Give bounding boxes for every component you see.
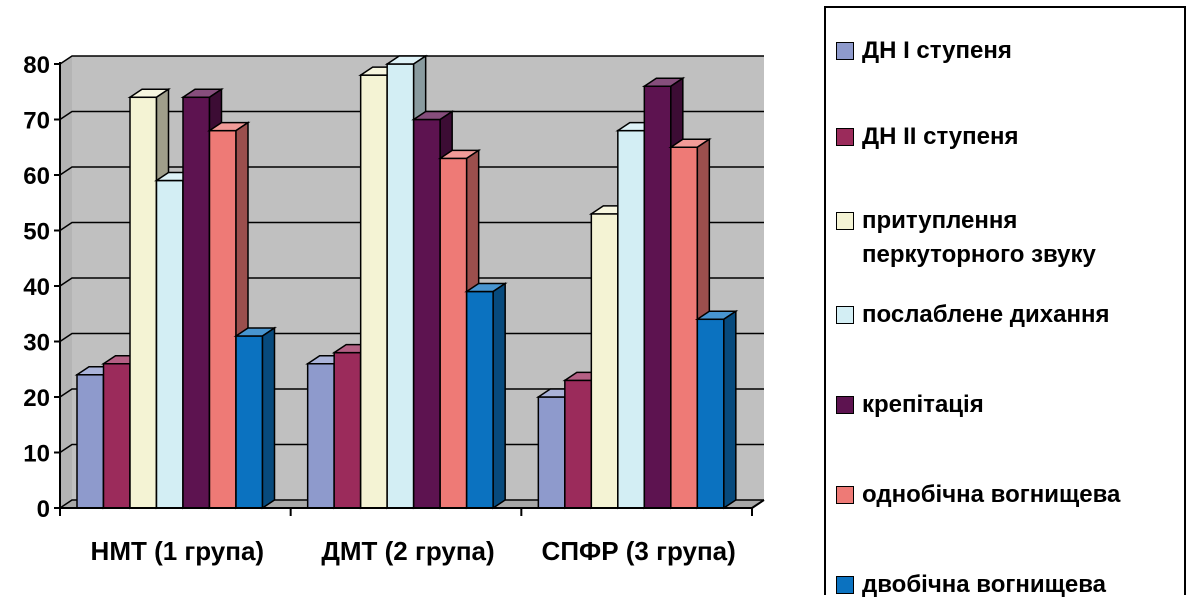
legend-swatch: [836, 576, 854, 594]
bar-front: [235, 335, 264, 509]
x-tick-label: ДМТ (2 група): [321, 536, 494, 566]
legend-item: двобічна вогнищева: [836, 568, 1182, 602]
legend-item: ДН ІІ ступеня: [836, 120, 1182, 154]
gridline: [59, 388, 764, 398]
legend-swatch: [836, 306, 854, 324]
bar-front: [129, 96, 158, 509]
bars: [74, 54, 739, 510]
legend-label: ДН І ступеня: [862, 37, 1012, 64]
y-tick-label: 0: [37, 496, 50, 523]
gridline: [59, 277, 764, 287]
legend-swatch: [836, 212, 854, 230]
bar-front: [643, 85, 672, 509]
gridline: [59, 499, 764, 509]
bar-front: [76, 374, 105, 509]
legend-swatch: [836, 486, 854, 504]
legend-label: крепітація: [862, 391, 984, 418]
bar: [233, 326, 277, 510]
bar-front: [412, 118, 441, 509]
y-tick-label: 50: [23, 219, 50, 246]
bar-front: [386, 63, 415, 509]
bar-front: [102, 362, 131, 509]
y-tick-label: 80: [23, 52, 50, 79]
x-axis-end: [751, 499, 765, 509]
bar-front: [696, 318, 725, 509]
bar: [694, 309, 739, 510]
bar-front: [564, 379, 593, 509]
legend-label: послаблене дихання: [862, 301, 1110, 328]
legend-item: притуплення перкуторного звуку: [836, 204, 1182, 272]
x-tick-labels: НМТ (1 група) ДМТ (2 група) СПФР (3 група): [91, 536, 736, 566]
bar-front: [208, 129, 237, 509]
bar: [207, 121, 251, 510]
y-tick-labels: 0 10 20 30 40 50 60 70 80: [23, 52, 50, 523]
y-tick-label: 10: [23, 441, 50, 468]
gridline: [59, 166, 764, 176]
legend-label: однобічна вогнищева: [862, 481, 1121, 508]
y-tick-label: 70: [23, 108, 50, 135]
bar-front: [333, 351, 362, 509]
bar-front: [590, 213, 619, 509]
bar-front: [182, 96, 211, 509]
gridline: [59, 55, 764, 65]
y-tick-label: 30: [23, 330, 50, 357]
legend-swatch: [836, 42, 854, 60]
legend-item: крепітація: [836, 388, 1182, 422]
legend-item: однобічна вогнищева: [836, 478, 1182, 512]
y-tick-label: 20: [23, 385, 50, 412]
bar-front: [439, 157, 468, 509]
bar-side: [723, 309, 737, 510]
legend-label: притуплення перкуторного звуку: [862, 207, 1096, 268]
bar-front: [617, 129, 646, 509]
gridline: [59, 110, 764, 121]
legend-item: послаблене дихання: [836, 298, 1182, 332]
gridline: [59, 443, 764, 454]
y-tick-label: 60: [23, 163, 50, 190]
legend-swatch: [836, 128, 854, 146]
legend-item: ДН І ступеня: [836, 34, 1182, 68]
x-tick-label: СПФР (3 група): [542, 536, 736, 566]
gridlines: [59, 55, 764, 509]
bar-front: [359, 74, 388, 509]
legend-swatch: [836, 396, 854, 414]
bar-side: [492, 282, 506, 510]
bar-front: [306, 362, 335, 509]
bar-side: [261, 326, 276, 510]
gridline: [59, 221, 764, 232]
bar-front: [670, 146, 699, 509]
axes: [54, 62, 765, 516]
bar: [464, 282, 508, 510]
bar-front: [155, 179, 184, 509]
legend-label: двобічна вогнищева: [862, 571, 1106, 598]
gridline: [59, 332, 764, 343]
legend-label: ДН ІІ ступеня: [862, 123, 1019, 150]
y-tick-label: 40: [23, 274, 50, 301]
bar-front: [537, 396, 566, 509]
x-tick-label: НМТ (1 група): [91, 536, 265, 566]
bar-front: [465, 290, 494, 509]
legend: ДН І ступеня ДН ІІ ступеня притуплення пер…: [824, 6, 1186, 598]
